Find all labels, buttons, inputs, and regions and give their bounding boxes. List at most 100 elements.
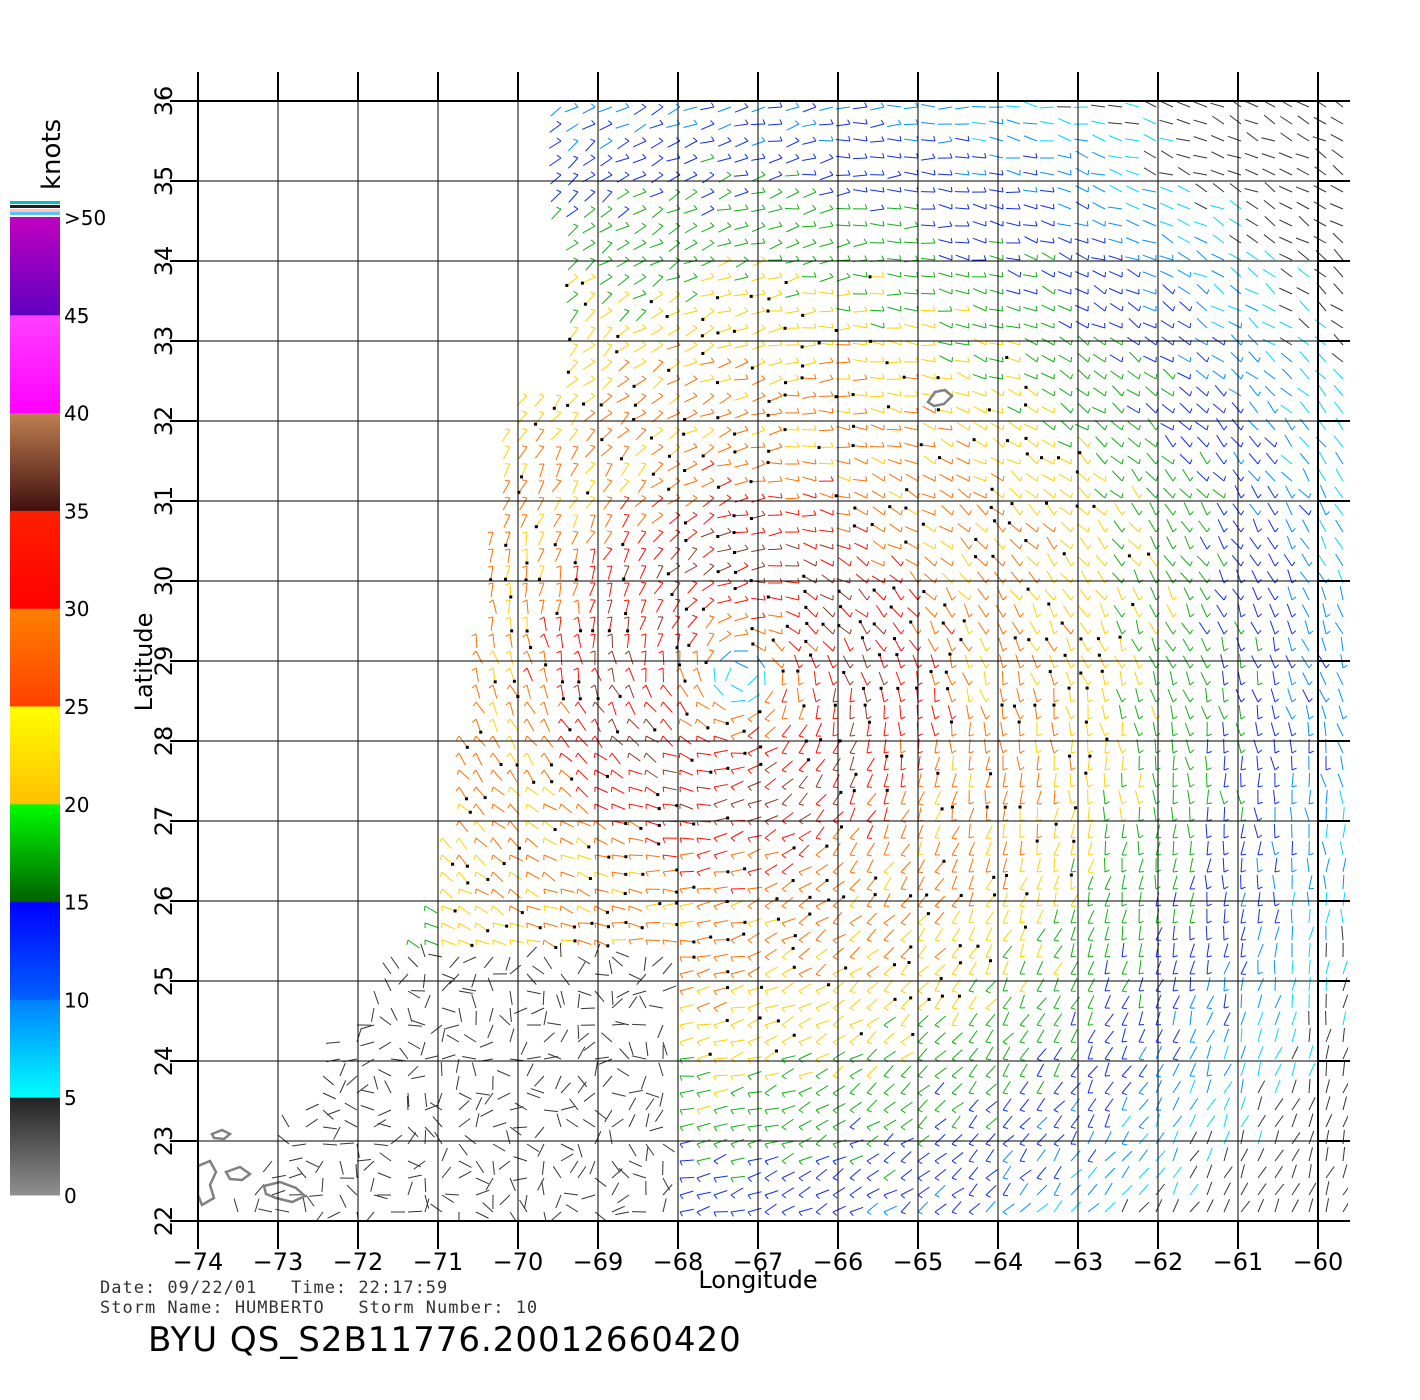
wind-vector xyxy=(1018,721,1021,737)
wind-vector xyxy=(696,667,702,682)
wind-barb xyxy=(1036,870,1043,873)
wind-vector xyxy=(1134,671,1140,686)
wind-vector xyxy=(1333,384,1344,397)
wind-vector xyxy=(703,599,715,610)
wind-barb xyxy=(1036,646,1041,652)
wind-barb xyxy=(1121,663,1126,669)
wind-barb xyxy=(506,684,511,690)
rain-flag xyxy=(742,932,746,936)
wind-vector xyxy=(1160,388,1174,397)
wind-vector xyxy=(616,242,630,251)
rain-flag xyxy=(544,663,548,667)
wind-barb xyxy=(575,786,579,792)
colorbar-band xyxy=(10,314,60,414)
wind-vector xyxy=(717,327,732,334)
rain-flag xyxy=(657,842,661,846)
rain-flag xyxy=(800,345,804,349)
wind-barb xyxy=(1019,750,1025,754)
wind-vector xyxy=(1214,589,1225,601)
wind-vector xyxy=(1097,519,1106,533)
wind-vector xyxy=(1100,620,1106,635)
wind-vector xyxy=(768,378,783,386)
wind-vector xyxy=(1172,875,1178,890)
wind-vector xyxy=(903,123,919,126)
wind-vector xyxy=(1074,288,1089,295)
wind-barb xyxy=(968,613,974,618)
wind-barb xyxy=(1274,613,1279,618)
wind-barb xyxy=(779,102,783,108)
wind-barb xyxy=(730,905,735,910)
wind-barb xyxy=(590,616,596,619)
wind-vector xyxy=(785,477,800,482)
wind-vector xyxy=(734,429,749,435)
wind-vector xyxy=(602,191,613,203)
wind-vector xyxy=(957,523,970,533)
wind-barb xyxy=(710,272,715,278)
wind-vector xyxy=(1091,238,1106,244)
wind-vector xyxy=(1240,807,1244,822)
wind-vector xyxy=(1228,388,1242,397)
rain-flag xyxy=(809,653,813,657)
wind-vector xyxy=(525,565,528,581)
rain-flag xyxy=(1079,671,1083,675)
wind-barb xyxy=(1053,802,1059,805)
wind-barb xyxy=(590,375,596,380)
wind-barb xyxy=(829,154,834,159)
wind-vector xyxy=(1318,451,1327,465)
wind-vector xyxy=(599,140,613,149)
rain-flag xyxy=(743,920,747,924)
wind-barb xyxy=(660,718,664,724)
wind-vector xyxy=(1127,268,1140,278)
wind-barb xyxy=(900,595,905,601)
rain-flag xyxy=(874,876,878,880)
wind-vector xyxy=(507,599,511,614)
wind-vector xyxy=(785,581,800,584)
wind-vector xyxy=(585,259,596,271)
wind-vector xyxy=(785,310,800,314)
wind-barb xyxy=(1291,561,1296,567)
wind-barb xyxy=(573,427,579,431)
wind-vector xyxy=(1143,150,1157,159)
wind-barb xyxy=(985,647,990,652)
wind-barb xyxy=(539,684,545,689)
wind-vector xyxy=(1019,790,1023,805)
rain-flag xyxy=(792,846,796,850)
wind-vector xyxy=(1195,369,1208,380)
wind-barb xyxy=(539,393,545,397)
wind-vector xyxy=(1093,302,1106,312)
wind-vector xyxy=(972,156,987,159)
wind-vector xyxy=(1263,234,1276,244)
wind-barb xyxy=(589,565,596,568)
rain-flag xyxy=(1048,670,1052,674)
wind-vector xyxy=(1134,705,1140,720)
wind-vector xyxy=(934,841,941,856)
wind-barb xyxy=(849,716,855,720)
rain-flag xyxy=(525,629,529,633)
wind-barb xyxy=(575,752,579,758)
wind-barb xyxy=(692,409,698,414)
wind-barb xyxy=(985,663,990,669)
wind-barb xyxy=(1104,544,1109,550)
wind-vector xyxy=(899,705,902,720)
wind-vector xyxy=(1166,519,1174,533)
wind-vector xyxy=(1340,756,1344,771)
wind-vector xyxy=(767,344,783,347)
wind-barb xyxy=(984,170,987,176)
rain-flag xyxy=(926,912,930,916)
wind-vector xyxy=(853,106,868,110)
wind-barb xyxy=(967,170,970,176)
wind-vector xyxy=(1287,586,1293,601)
wind-barb xyxy=(471,667,477,672)
wind-vector xyxy=(1057,187,1072,193)
wind-barb xyxy=(951,837,957,840)
wind-barb xyxy=(525,803,528,809)
wind-barb xyxy=(590,273,596,278)
wind-vector xyxy=(1121,875,1126,890)
wind-vector xyxy=(1184,705,1191,720)
wind-vector xyxy=(747,746,761,754)
wind-vector xyxy=(1240,858,1243,873)
wind-vector xyxy=(1078,487,1089,499)
wind-vector xyxy=(960,639,970,652)
wind-barb xyxy=(1223,391,1227,397)
wind-vector xyxy=(958,590,970,601)
